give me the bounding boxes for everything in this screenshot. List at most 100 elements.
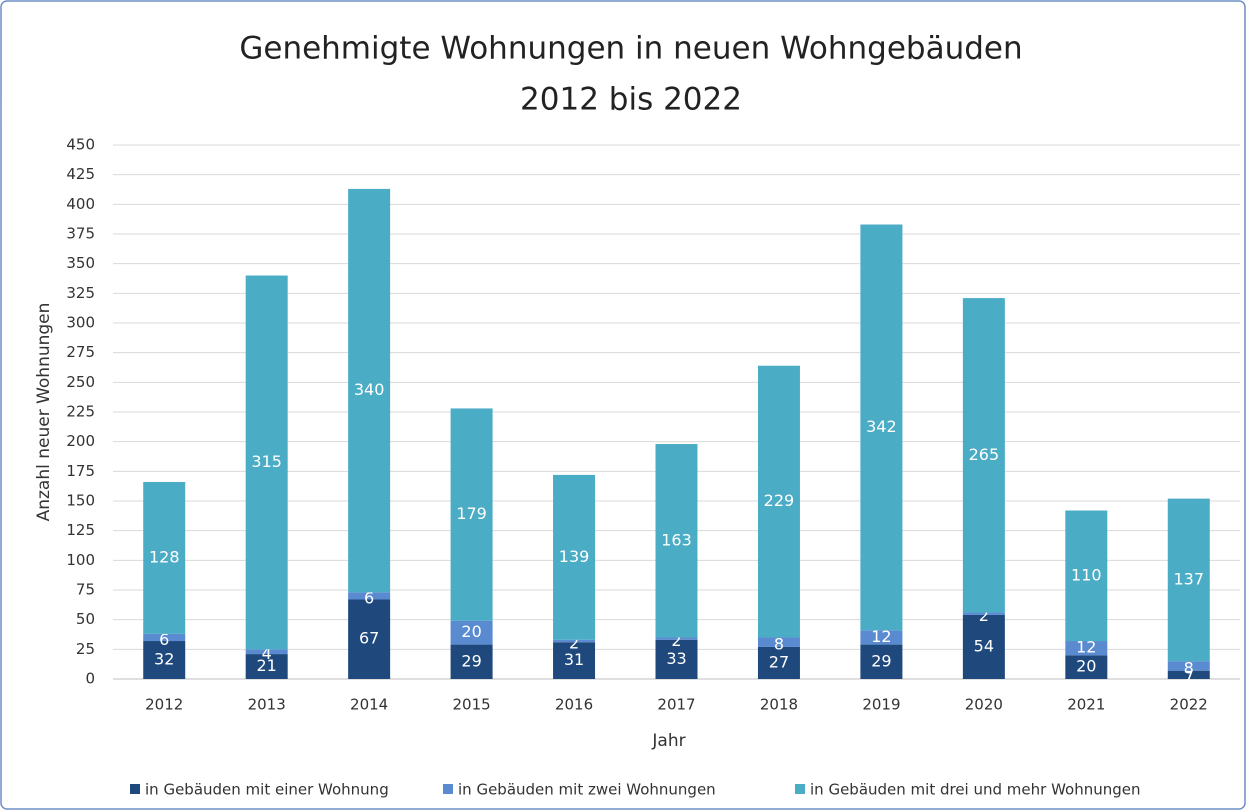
data-label: 20 [461, 622, 481, 641]
x-tick-label: 2022 [1170, 696, 1208, 714]
x-tick-label: 2013 [248, 696, 286, 714]
data-label: 8 [1184, 658, 1194, 677]
data-label: 315 [251, 452, 282, 471]
data-label: 20 [1076, 657, 1096, 676]
bar-segment [245, 654, 288, 679]
bar-segment [450, 408, 493, 621]
bar-segment [1167, 661, 1210, 671]
y-tick-label: 400 [66, 195, 95, 213]
bar-segment [143, 633, 186, 642]
legend-label: in Gebäuden mit zwei Wohnungen [458, 781, 716, 799]
bar-segment [348, 188, 391, 593]
bar-segment [450, 620, 493, 645]
y-tick-label: 325 [66, 284, 95, 302]
bar-segment [348, 599, 391, 679]
y-tick-label: 350 [66, 254, 95, 272]
bar-segment [655, 444, 698, 638]
y-tick-label: 275 [66, 343, 95, 361]
y-tick-label: 225 [66, 403, 95, 421]
data-label: 2 [671, 631, 681, 650]
data-label: 163 [661, 530, 692, 549]
legend-swatch [795, 784, 805, 794]
chart-title: Genehmigte Wohnungen in neuen Wohngebäud… [239, 31, 1022, 67]
data-label: 4 [262, 644, 272, 663]
y-tick-label: 300 [66, 314, 95, 332]
bar-segment [1065, 510, 1108, 642]
y-tick-label: 375 [66, 225, 95, 243]
y-tick-label: 150 [66, 492, 95, 510]
y-tick-label: 425 [66, 165, 95, 183]
data-label: 139 [559, 547, 590, 566]
data-label: 32 [154, 650, 174, 669]
x-tick-label: 2020 [965, 696, 1003, 714]
data-label: 6 [364, 588, 374, 607]
bar-segment [757, 646, 800, 679]
bar-segment [245, 649, 288, 655]
bar-segment [860, 224, 903, 631]
data-label: 137 [1173, 569, 1204, 588]
bar-segment [757, 637, 800, 647]
bar-segment [860, 630, 903, 645]
y-axis-label: Anzahl neuer Wohnungen [34, 303, 54, 522]
y-tick-label: 50 [76, 610, 95, 628]
data-label: 2 [569, 634, 579, 653]
data-label: 8 [774, 635, 784, 654]
y-tick-label: 125 [66, 521, 95, 539]
x-tick-label: 2018 [760, 696, 798, 714]
legend-swatch [130, 784, 140, 794]
data-label: 342 [866, 417, 897, 436]
bar-segment [553, 639, 596, 643]
data-label: 27 [769, 652, 789, 671]
data-label: 128 [149, 547, 180, 566]
x-tick-label: 2015 [452, 696, 490, 714]
legend-label: in Gebäuden mit drei und mehr Wohnungen [810, 781, 1141, 799]
x-tick-label: 2021 [1067, 696, 1105, 714]
y-tick-label: 75 [76, 581, 95, 599]
data-label: 67 [359, 629, 379, 648]
data-label: 29 [871, 651, 891, 670]
legend-label: in Gebäuden mit einer Wohnung [145, 781, 389, 799]
data-label: 12 [1076, 638, 1096, 657]
x-tick-label: 2017 [657, 696, 695, 714]
y-tick-label: 450 [66, 136, 95, 154]
y-tick-label: 250 [66, 373, 95, 391]
bar-segment [1167, 498, 1210, 662]
y-tick-label: 25 [76, 640, 95, 658]
data-label: 6 [159, 630, 169, 649]
y-tick-label: 100 [66, 551, 95, 569]
bar-segment [245, 275, 288, 650]
bar-segment [553, 474, 596, 640]
bar-segment [655, 639, 698, 679]
x-tick-label: 2019 [862, 696, 900, 714]
data-label: 31 [564, 650, 584, 669]
x-tick-label: 2014 [350, 696, 388, 714]
bar-segment [655, 637, 698, 640]
bar-segment [553, 642, 596, 679]
bar-segment [1065, 655, 1108, 679]
data-label: 54 [974, 636, 994, 655]
data-label: 21 [257, 656, 277, 675]
data-label: 340 [354, 380, 385, 399]
bar-segment [143, 641, 186, 679]
bar-segment [860, 644, 903, 679]
x-tick-label: 2012 [145, 696, 183, 714]
bar-segment [143, 482, 186, 634]
data-label: 29 [461, 651, 481, 670]
data-label: 12 [871, 627, 891, 646]
data-label: 2 [979, 606, 989, 625]
bar-segment [1065, 641, 1108, 656]
y-tick-label: 0 [85, 670, 95, 688]
data-label: 179 [456, 504, 487, 523]
chart-title: 2012 bis 2022 [520, 82, 742, 118]
y-tick-label: 175 [66, 462, 95, 480]
data-label: 33 [666, 649, 686, 668]
legend-swatch [443, 784, 453, 794]
bar-segment [1167, 670, 1210, 679]
bar-segment [757, 365, 800, 638]
bar-segment [348, 592, 391, 600]
bar-segment [962, 298, 1005, 613]
x-axis-label: Jahr [651, 731, 685, 751]
data-label: 229 [764, 491, 795, 510]
bar-segment [450, 644, 493, 679]
